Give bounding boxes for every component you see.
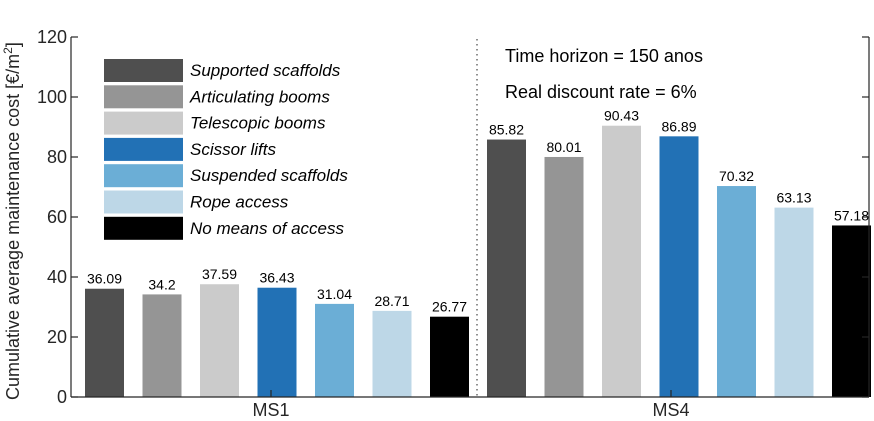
legend-label-rope-access: Rope access <box>190 193 289 212</box>
value-label-ms4-articulating-booms: 80.01 <box>546 139 581 155</box>
legend-swatch-supported-scaffolds <box>104 59 183 82</box>
legend-label-scissor-lifts: Scissor lifts <box>190 140 276 159</box>
value-label-ms1-scissor-lifts: 36.43 <box>259 270 294 286</box>
y-tick-label-100: 100 <box>37 87 67 107</box>
legend-swatch-telescopic-booms <box>104 111 183 135</box>
x-tick-label-ms1: MS1 <box>252 400 289 420</box>
bar-ms1-telescopic-booms <box>200 284 239 397</box>
y-axis-label: Cumulative average maintenance cost [€/m… <box>1 42 23 400</box>
value-label-ms1-no-means-of-access: 26.77 <box>432 299 467 315</box>
legend-swatch-articulating-booms <box>104 85 183 109</box>
bar-ms4-rope-access <box>774 207 814 397</box>
bar-ms1-rope-access <box>372 310 412 397</box>
bar-ms1-scissor-lifts <box>257 287 297 397</box>
y-tick-label-40: 40 <box>47 267 67 287</box>
legend-swatch-scissor-lifts <box>104 137 183 161</box>
y-tick-label-60: 60 <box>47 207 67 227</box>
value-label-ms1-telescopic-booms: 37.59 <box>202 266 237 282</box>
value-label-ms1-suspended-scaffolds: 31.04 <box>317 286 352 302</box>
bar-ms1-suspended-scaffolds <box>315 303 354 397</box>
legend-swatch-rope-access <box>104 190 183 214</box>
y-axis-label-close: ] <box>3 42 23 47</box>
y-tick-label-0: 0 <box>57 387 67 407</box>
legend-label-articulating-booms: Articulating booms <box>189 87 330 106</box>
bar-ms4-telescopic-booms <box>602 125 641 398</box>
annotation-discount-rate: Real discount rate = 6% <box>505 82 697 102</box>
bar-ms4-supported-scaffolds <box>487 139 526 398</box>
x-tick-label-ms4: MS4 <box>652 400 689 420</box>
bar-ms1-supported-scaffolds <box>85 288 124 397</box>
plot-area: 36.09 34.2 37.59 36.43 31.04 28.71 26.77 85.82 8… <box>37 27 871 420</box>
bar-ms4-no-means-of-access <box>832 225 871 397</box>
annotation-time-horizon: Time horizon = 150 anos <box>505 46 703 66</box>
legend-swatch-no-means-of-access <box>104 216 183 240</box>
value-label-ms4-scissor-lifts: 86.89 <box>661 118 696 134</box>
y-tick-label-80: 80 <box>47 147 67 167</box>
value-label-ms4-rope-access: 63.13 <box>776 190 811 206</box>
y-tick-label-20: 20 <box>47 327 67 347</box>
value-label-ms4-no-means-of-access: 57.18 <box>834 207 869 223</box>
value-label-ms1-rope-access: 28.71 <box>374 293 409 309</box>
annotations: Time horizon = 150 anos Real discount ra… <box>505 46 703 102</box>
bar-ms4-scissor-lifts <box>659 136 699 397</box>
legend-swatch-suspended-scaffolds <box>104 164 183 188</box>
value-label-ms4-suspended-scaffolds: 70.32 <box>719 168 754 184</box>
legend-label-suspended-scaffolds: Suspended scaffolds <box>190 166 348 185</box>
bar-ms4-articulating-booms <box>544 156 584 397</box>
y-tick-label-120: 120 <box>37 27 67 47</box>
y-axis-label-main: Cumulative average maintenance cost [€/m <box>3 54 23 400</box>
legend: Supported scaffolds Articulating booms Tel… <box>104 59 348 240</box>
legend-label-supported-scaffolds: Supported scaffolds <box>190 61 341 80</box>
bar-ms4-suspended-scaffolds <box>717 186 756 397</box>
value-label-ms4-telescopic-booms: 90.43 <box>604 108 639 124</box>
legend-label-telescopic-booms: Telescopic booms <box>190 114 326 133</box>
bar-ms1-articulating-booms <box>142 294 182 397</box>
legend-label-no-means-of-access: No means of access <box>190 219 345 238</box>
value-label-ms1-articulating-booms: 34.2 <box>148 276 175 292</box>
value-label-ms1-supported-scaffolds: 36.09 <box>87 271 122 287</box>
bar-ms1-no-means-of-access <box>430 316 469 397</box>
y-axis-label-superscript: 2 <box>1 47 15 54</box>
value-label-ms4-supported-scaffolds: 85.82 <box>489 122 524 138</box>
